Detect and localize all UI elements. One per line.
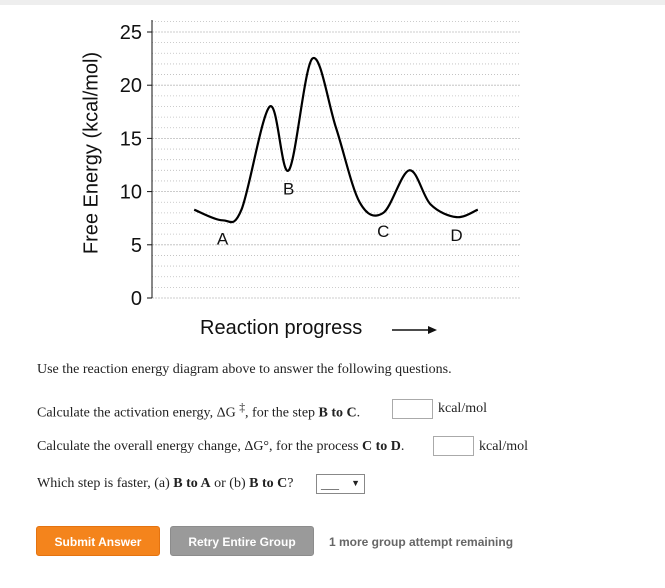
q1-unit: kcal/mol bbox=[438, 401, 487, 416]
q1-post: . bbox=[356, 405, 361, 421]
top-bar bbox=[0, 0, 665, 5]
energy-change-input[interactable] bbox=[433, 436, 474, 456]
q2-unit: kcal/mol bbox=[479, 439, 528, 454]
q1-dagger: ‡ bbox=[239, 401, 246, 414]
y-tick-label: 25 bbox=[120, 22, 142, 44]
question-1: Calculate the activation energy, ΔG ‡, f… bbox=[37, 401, 360, 422]
attempts-remaining-text: 1 more group attempt remaining bbox=[329, 535, 514, 549]
y-tick-label: 10 bbox=[120, 182, 142, 204]
submit-answer-button[interactable]: Submit Answer bbox=[36, 526, 160, 556]
question-3: Which step is faster, (a) B to A or (b) … bbox=[37, 476, 293, 492]
faster-step-select[interactable]: ___ ▼ bbox=[316, 474, 365, 494]
q1-text: Calculate the activation energy, ΔG bbox=[37, 405, 236, 421]
minimum-label-C: C bbox=[377, 222, 389, 241]
q1-bold: B to C bbox=[318, 405, 357, 421]
y-tick-label: 5 bbox=[131, 235, 142, 257]
energy-curve bbox=[193, 57, 479, 224]
question-2: Calculate the overall energy change, ΔG°… bbox=[37, 439, 404, 455]
chevron-down-icon: ▼ bbox=[351, 478, 360, 488]
x-axis-arrow-icon bbox=[392, 326, 437, 334]
q3-post: ? bbox=[287, 476, 294, 491]
q1-mid: , for the step bbox=[245, 405, 319, 421]
q2-post: . bbox=[400, 439, 405, 454]
retry-group-button[interactable]: Retry Entire Group bbox=[170, 526, 314, 556]
chart-grid bbox=[152, 20, 520, 299]
select-value: ___ bbox=[321, 477, 339, 491]
q2-text: Calculate the overall energy change, ΔG°… bbox=[37, 439, 362, 454]
q3-text: Which step is faster, (a) bbox=[37, 476, 174, 491]
activation-energy-input[interactable] bbox=[392, 399, 433, 419]
y-tick-label: 15 bbox=[120, 128, 142, 150]
y-axis-label-wrap: Free Energy (kcal/mol) bbox=[78, 18, 106, 288]
chart-ticks: 0 5 10 15 20 25 bbox=[120, 22, 152, 310]
q3-or: or (b) bbox=[210, 476, 250, 491]
instructions-text: Use the reaction energy diagram above to… bbox=[37, 362, 452, 377]
q3-bold-b: B to C bbox=[249, 476, 288, 491]
y-axis-label: Free Energy (kcal/mol) bbox=[80, 51, 103, 255]
x-axis-label: Reaction progress bbox=[200, 317, 363, 339]
y-tick-label: 0 bbox=[131, 288, 142, 310]
y-tick-label: 20 bbox=[120, 75, 142, 97]
minimum-label-A: A bbox=[217, 229, 229, 248]
minima-labels: A B C D bbox=[217, 179, 463, 248]
energy-diagram: 0 5 10 15 20 25 A B C D bbox=[120, 20, 520, 310]
q2-bold: C to D bbox=[361, 439, 401, 454]
q3-bold-a: B to A bbox=[173, 476, 211, 491]
minimum-label-D: D bbox=[450, 226, 462, 245]
minimum-label-B: B bbox=[283, 179, 294, 198]
plot-area bbox=[152, 20, 520, 298]
